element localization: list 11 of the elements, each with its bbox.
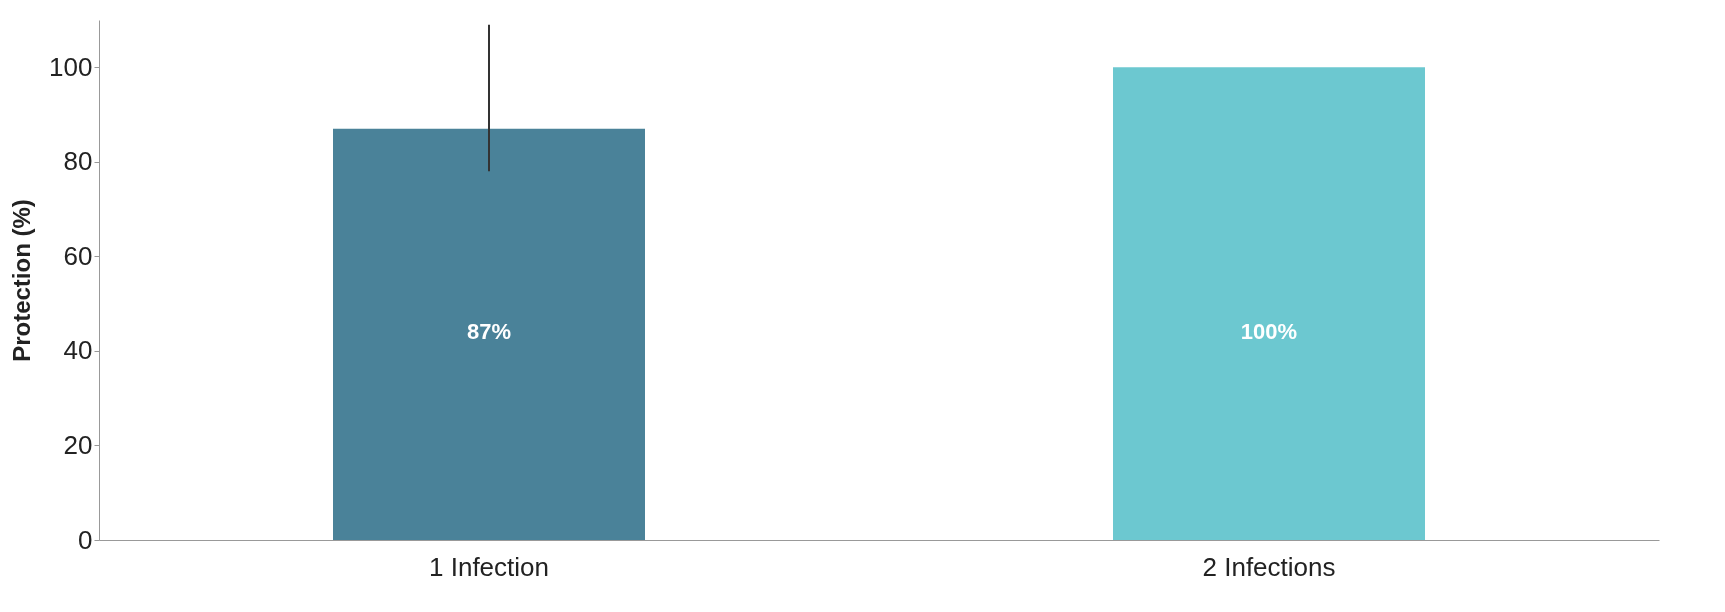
x-tick-label: 2 Infections [1202, 551, 1336, 582]
data-label: 87% [466, 319, 512, 344]
y-tick-label: 40 [63, 335, 93, 366]
y-tick-label: 0 [78, 524, 93, 555]
x-tick-label: 1 Infection [429, 551, 549, 582]
y-tick-label: 80 [63, 146, 93, 177]
y-tick-label: 60 [63, 240, 93, 271]
y-tick-label: 100 [49, 51, 93, 82]
y-axis-title: Protection (%) [8, 199, 36, 362]
data-label: 100% [1240, 319, 1298, 344]
y-tick-label: 20 [63, 429, 93, 460]
